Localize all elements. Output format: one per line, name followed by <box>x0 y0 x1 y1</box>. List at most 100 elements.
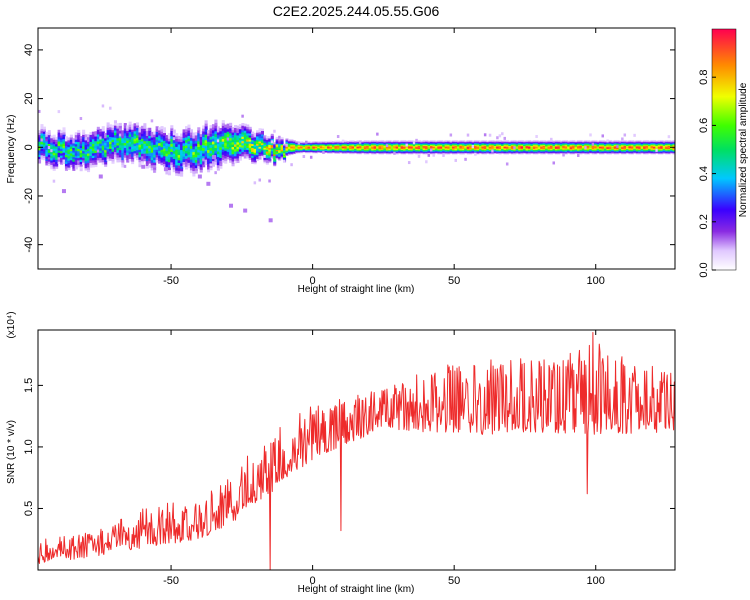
spectrogram-cell <box>569 149 573 151</box>
spectrogram-cell <box>162 132 166 136</box>
spectrogram-cell <box>167 164 171 168</box>
spectrogram-cell <box>351 151 355 153</box>
spectrogram-cell <box>248 153 252 156</box>
spectrogram-cell <box>47 143 51 147</box>
spectrogram-cell <box>601 146 605 149</box>
spectrogram-cell <box>608 153 612 155</box>
spectrogram-cell <box>403 146 407 149</box>
spectrogram-cell <box>211 124 215 128</box>
spectrogram-cell <box>439 150 443 153</box>
spectrogram-cell <box>376 140 380 143</box>
spectrogram-cell <box>613 143 617 145</box>
spectrogram-cell <box>172 166 176 170</box>
spectrogram-cell <box>657 146 661 148</box>
spectrogram-cell <box>425 139 429 142</box>
spectrogram-cell <box>356 147 360 150</box>
spectrogram-cell <box>192 143 196 147</box>
spectrogram-cell <box>207 149 211 153</box>
spectrogram-cell <box>182 129 186 133</box>
spectrogram-cell <box>229 140 233 144</box>
spectrogram-cell <box>616 151 620 154</box>
spectrogram-cell <box>584 142 588 144</box>
spectrogram-cell <box>469 152 473 154</box>
spectrogram-cell <box>407 151 411 154</box>
spectrogram-cell <box>594 146 598 148</box>
spectrogram-cell <box>312 145 316 147</box>
spectrogram-cell <box>378 150 382 153</box>
spectrogram-cell <box>131 151 135 155</box>
spectrogram-cell <box>283 156 287 158</box>
spectrogram-cell <box>454 146 458 149</box>
spectrogram-cell <box>650 143 654 146</box>
spectrogram-cell <box>456 151 460 154</box>
spectrogram-cell <box>513 144 517 147</box>
spectrogram-cell <box>52 163 56 167</box>
spectrogram-cell <box>557 146 561 148</box>
spectrogram-cell <box>405 149 409 151</box>
spectrogram-cell <box>199 136 203 140</box>
spectrogram-cell <box>572 149 576 151</box>
spectrogram-cell <box>577 144 581 147</box>
spectrogram-cell <box>537 145 541 147</box>
spectrogram-cell <box>79 136 83 139</box>
spectrogram-cell <box>390 150 394 153</box>
spectrogram-cell <box>57 143 61 147</box>
spectrogram-cell <box>633 142 637 144</box>
spectrogram-cell <box>74 155 78 159</box>
spectrogram-cell <box>351 140 355 142</box>
spectrogram-cell <box>626 148 630 150</box>
spectrogram-cell <box>643 144 647 147</box>
spectrogram-cell <box>501 143 505 146</box>
spectrogram-cell <box>300 146 304 149</box>
spectrogram-cell <box>496 150 500 153</box>
spectrogram-cell <box>554 150 558 152</box>
spectrogram-cell <box>143 143 147 147</box>
spectrogram-cell <box>581 143 585 145</box>
spectrogram-cell <box>400 143 404 146</box>
spectrogram-cell <box>158 142 162 146</box>
spectrogram-cell <box>454 148 458 150</box>
spectrogram-cell <box>564 150 568 153</box>
spectrogram-cell <box>599 153 603 155</box>
spectrogram-cell <box>599 149 603 151</box>
spectrogram-cell <box>635 147 639 150</box>
spectrogram-cell <box>518 140 522 143</box>
spectrogram-cell <box>422 149 426 151</box>
spectrogram-cell <box>442 147 446 150</box>
spectrogram-cell <box>62 154 66 158</box>
spectrogram-cell <box>437 148 441 150</box>
spectrogram-cell <box>327 149 331 151</box>
spectrogram-cell <box>648 151 652 154</box>
spectrogram-cell <box>234 148 238 152</box>
spectrogram-cell <box>77 159 81 163</box>
spectrogram-cell <box>160 149 164 153</box>
spectrogram-cell <box>630 147 634 150</box>
spectrogram-cell <box>354 149 358 152</box>
spectrogram-cell <box>307 144 311 146</box>
spectrogram-cell <box>192 135 196 139</box>
spectrogram-cell <box>439 140 443 143</box>
spectrogram-cell <box>314 150 318 152</box>
spectrogram-cell <box>432 145 436 147</box>
spectrogram-cell <box>185 144 189 149</box>
spectrogram-cell <box>403 142 407 144</box>
spectrogram-cell <box>523 148 527 150</box>
spectrogram-cell <box>557 151 561 154</box>
spectrogram-cell <box>496 139 500 142</box>
spectrogram-cell <box>319 146 323 148</box>
spectrogram-cell <box>185 139 189 143</box>
spectrogram-cell <box>547 140 551 143</box>
spectrogram-cell <box>116 123 120 127</box>
spectrogram-cell <box>437 141 441 143</box>
spectrogram-cell <box>226 148 230 152</box>
spectrogram-cell <box>501 149 505 151</box>
spectrogram-cell <box>407 161 411 165</box>
spectrogram-cell <box>111 134 115 138</box>
spectrogram-cell <box>594 140 598 143</box>
spectrogram-cell <box>55 150 59 154</box>
spectrogram-cell <box>564 144 568 147</box>
spectrogram-cell <box>319 144 323 146</box>
spectrogram-cell <box>670 140 674 143</box>
colorbar-ticks: 0.00.20.40.60.8 <box>698 70 716 278</box>
spectrogram-cell <box>594 147 598 150</box>
